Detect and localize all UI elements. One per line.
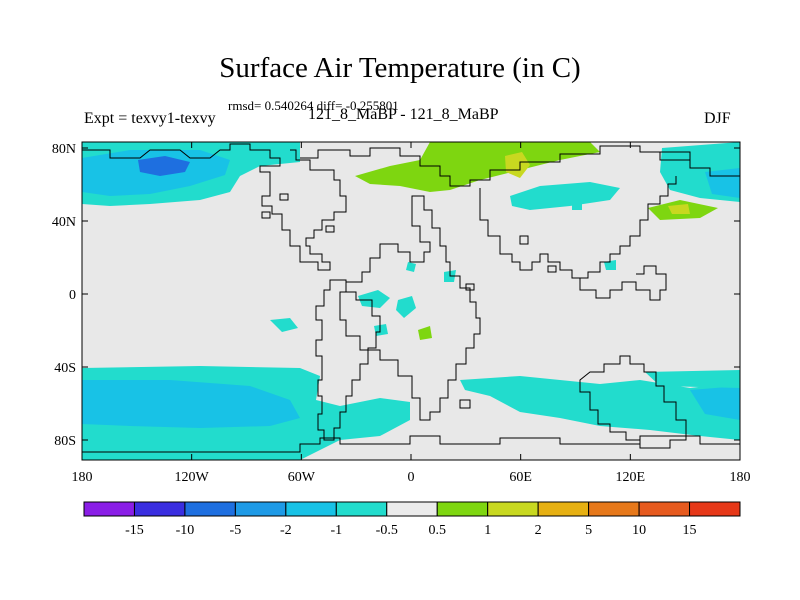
season-label: DJF	[704, 110, 731, 127]
field-region-cyan-6	[645, 370, 740, 388]
y-tick-label: 40S	[54, 361, 76, 376]
colorbar-label: 2	[535, 523, 542, 538]
field-region-cyan-5	[460, 376, 740, 440]
x-tick-label: 60W	[288, 470, 316, 485]
colorbar-swatch	[487, 501, 539, 517]
period-label: 121_8_MaBP - 121_8_MaBP	[308, 106, 499, 123]
coastline-australia	[579, 355, 687, 449]
field-region-yellow	[505, 152, 530, 178]
field-patch	[358, 290, 390, 308]
x-tick-label: 60E	[509, 470, 532, 485]
colorbar-label: 0.5	[428, 523, 446, 538]
colorbar-label: 1	[484, 523, 491, 538]
colorbar-label: -2	[280, 523, 292, 538]
colorbar-label: 15	[683, 523, 697, 538]
colorbar-swatch	[537, 501, 590, 517]
field-patch	[418, 326, 432, 340]
y-axis: 80N 40N 0 40S 80S	[52, 142, 740, 449]
colorbar-label: -15	[125, 523, 144, 538]
field-patch	[572, 204, 582, 210]
y-tick-label: 40N	[52, 215, 76, 230]
coastline-antarctica	[82, 435, 740, 453]
colorbar-swatch	[285, 501, 337, 517]
colorbar-swatch	[234, 501, 287, 517]
colorbar-swatch	[184, 501, 236, 517]
colorbar-swatch	[588, 501, 640, 517]
coastline-north-america	[82, 143, 347, 271]
colorbar-label: -1	[330, 523, 342, 538]
colorbar-swatch	[133, 501, 186, 517]
field-patch	[374, 324, 388, 336]
y-tick-label: 80N	[52, 142, 76, 157]
coastline-south-america	[315, 279, 381, 441]
experiment-label: Expt = texvy1-texvy	[84, 110, 216, 127]
colorbar-label: -0.5	[376, 523, 398, 538]
x-tick-label: 120W	[175, 470, 210, 485]
anomaly-field	[82, 142, 740, 460]
y-tick-label: 80S	[54, 434, 76, 449]
field-region-cyan-2	[510, 182, 620, 210]
x-tick-label: 0	[408, 470, 415, 485]
colorbar-swatch	[386, 501, 438, 517]
field-region-green	[355, 142, 600, 192]
x-tick-label: 180	[72, 470, 93, 485]
field-patch	[270, 318, 298, 332]
colorbar-swatch	[638, 501, 691, 517]
x-tick-label: 120E	[616, 470, 646, 485]
coastline-seasia	[579, 265, 667, 301]
field-region-deep-blue	[138, 156, 190, 176]
colorbar-swatch	[335, 501, 388, 517]
x-tick-label: 180	[730, 470, 751, 485]
colorbar-label: -5	[230, 523, 242, 538]
colorbar-swatch	[689, 501, 741, 517]
colorbar-swatch	[83, 501, 135, 517]
field-patch	[406, 262, 416, 272]
coastlines	[82, 143, 740, 453]
stats-line: rmsd= 0.540264 diff= -0.255801	[228, 98, 399, 113]
colorbar-label: -10	[176, 523, 195, 538]
coastline-europe-africa	[339, 195, 481, 421]
colorbar-swatch	[436, 501, 489, 517]
field-region-blue-3	[82, 380, 300, 428]
field-region-blue-4	[690, 386, 740, 420]
colorbar-label: 10	[632, 523, 646, 538]
colorbar: -15 -10 -5 -2 -1 -0.5 0.5 1 2 5 10 15	[83, 501, 741, 538]
field-region-yellow-2	[668, 204, 690, 214]
colorbar-label: 5	[585, 523, 592, 538]
field-patch	[396, 296, 416, 318]
chart-title: Surface Air Temperature (in C)	[219, 52, 581, 84]
x-axis: 180 120W 60W 0 60E 120E 180	[72, 142, 751, 485]
coastline-islands	[261, 151, 691, 409]
y-tick-label: 0	[69, 288, 76, 303]
